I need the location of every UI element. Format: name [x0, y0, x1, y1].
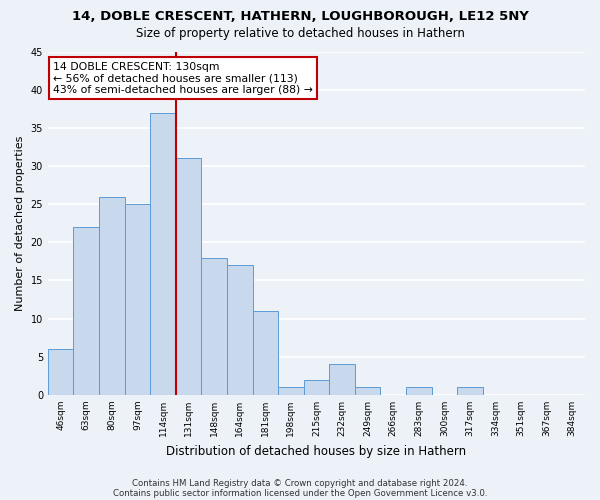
Bar: [278, 388, 304, 395]
Bar: [73, 227, 99, 395]
Bar: [150, 112, 176, 395]
Text: Size of property relative to detached houses in Hathern: Size of property relative to detached ho…: [136, 28, 464, 40]
Bar: [202, 258, 227, 395]
Bar: [329, 364, 355, 395]
Bar: [355, 388, 380, 395]
Bar: [253, 311, 278, 395]
Bar: [99, 196, 125, 395]
Text: 14, DOBLE CRESCENT, HATHERN, LOUGHBOROUGH, LE12 5NY: 14, DOBLE CRESCENT, HATHERN, LOUGHBOROUG…: [71, 10, 529, 23]
Bar: [457, 388, 482, 395]
Bar: [48, 349, 73, 395]
Text: Contains HM Land Registry data © Crown copyright and database right 2024.: Contains HM Land Registry data © Crown c…: [132, 478, 468, 488]
Y-axis label: Number of detached properties: Number of detached properties: [15, 136, 25, 311]
Text: 14 DOBLE CRESCENT: 130sqm
← 56% of detached houses are smaller (113)
43% of semi: 14 DOBLE CRESCENT: 130sqm ← 56% of detac…: [53, 62, 313, 95]
Bar: [227, 265, 253, 395]
Bar: [125, 204, 150, 395]
Bar: [176, 158, 202, 395]
Bar: [406, 388, 431, 395]
Bar: [304, 380, 329, 395]
Text: Contains public sector information licensed under the Open Government Licence v3: Contains public sector information licen…: [113, 488, 487, 498]
X-axis label: Distribution of detached houses by size in Hathern: Distribution of detached houses by size …: [166, 444, 467, 458]
